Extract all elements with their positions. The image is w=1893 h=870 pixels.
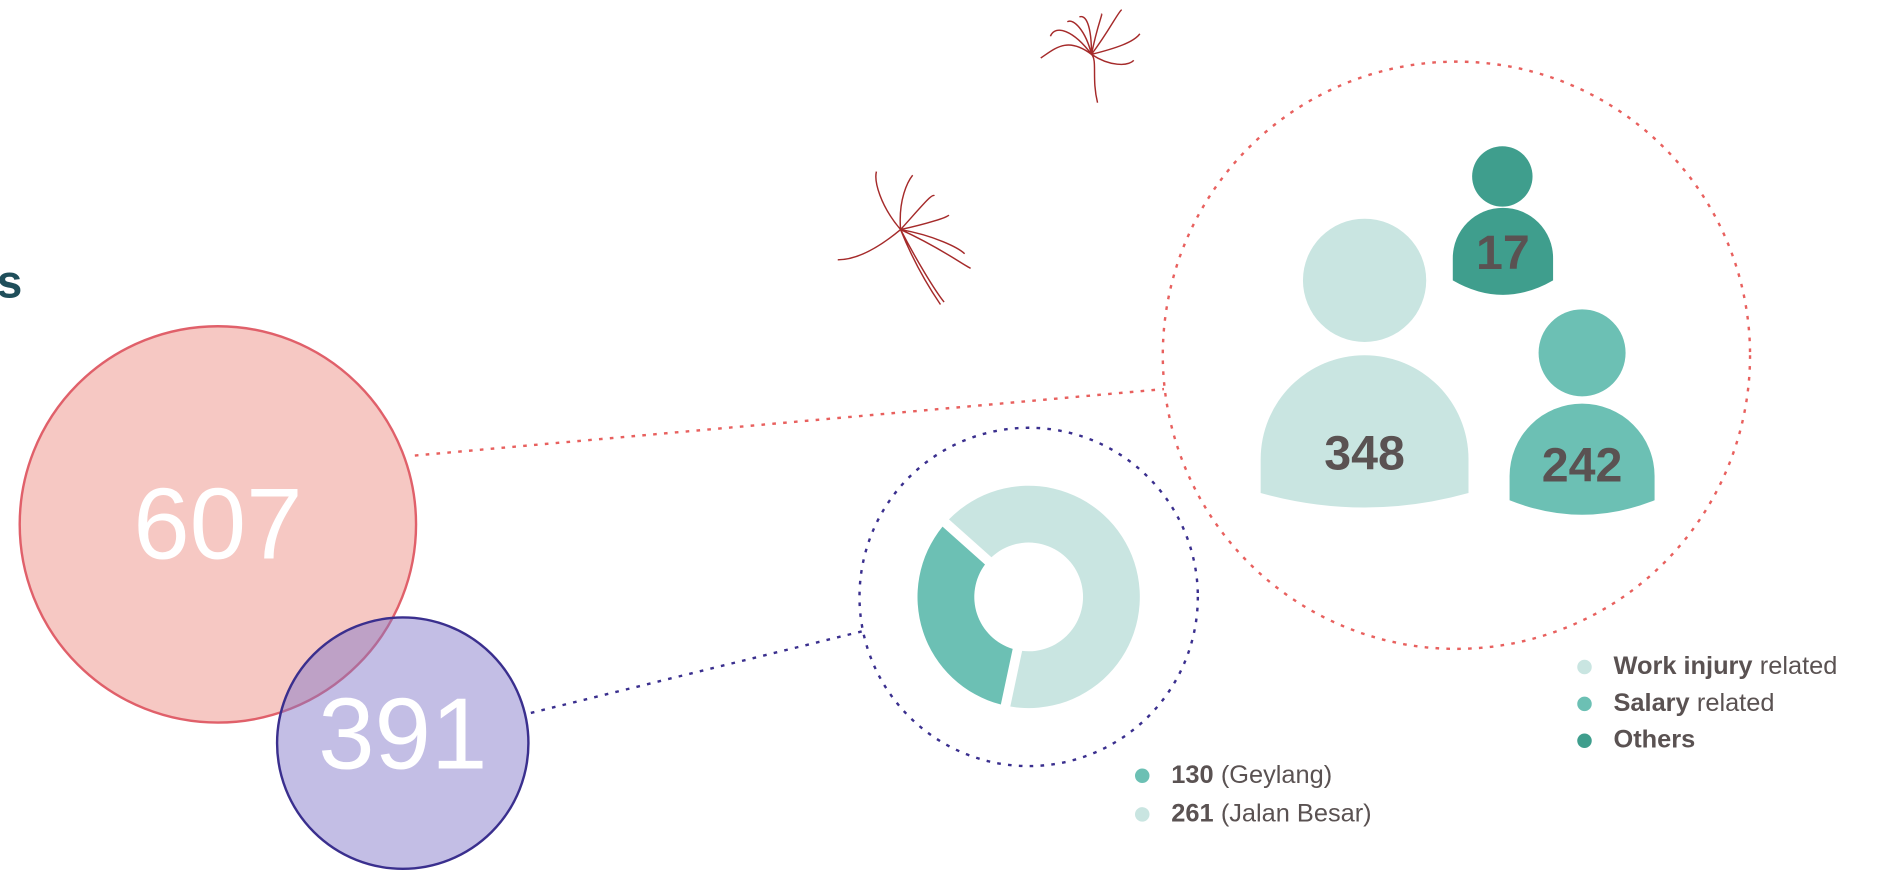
legend-text: 261 (Jalan Besar)	[1171, 799, 1371, 827]
legend-part: 130	[1171, 760, 1213, 788]
legend-part: related	[1697, 689, 1775, 717]
connector	[415, 389, 1164, 455]
person-head	[1472, 146, 1532, 206]
person-value: 242	[1542, 439, 1623, 493]
total-label: 607	[133, 466, 302, 580]
donut	[917, 486, 1139, 708]
legend-dot	[1577, 733, 1592, 748]
total-label: 391	[318, 677, 487, 791]
donut-segment	[917, 527, 1012, 705]
legend-part: Work injury	[1614, 652, 1753, 680]
legend-text: 130 (Geylang)	[1171, 760, 1332, 788]
legend-part: (Jalan Besar)	[1221, 799, 1372, 827]
page: {"heading": "s", "totals": [ {"value": 6…	[0, 0, 1893, 870]
infographic: s 607 391 34824217 Work injuryrelatedSal…	[0, 0, 1893, 870]
legend-dot	[1577, 660, 1592, 675]
ring	[1163, 62, 1750, 649]
heading: s	[0, 255, 22, 307]
legend-part: Salary	[1614, 689, 1690, 717]
legend-part: Others	[1614, 725, 1696, 753]
legend-part: 261	[1171, 799, 1213, 827]
connector	[531, 631, 865, 713]
legend-dot	[1135, 807, 1150, 822]
legend-text: Others	[1614, 725, 1696, 753]
legend-dot	[1577, 697, 1592, 712]
legend-part: (Geylang)	[1221, 760, 1332, 788]
people: 348 242 17	[1261, 146, 1655, 515]
legend-dot	[1135, 769, 1150, 784]
legend-part: related	[1760, 652, 1838, 680]
person-head	[1539, 309, 1626, 396]
person-value: 17	[1476, 226, 1530, 280]
decoration	[838, 10, 1140, 305]
person-value: 348	[1324, 427, 1405, 481]
person-head	[1303, 219, 1426, 342]
ring	[860, 428, 1198, 766]
